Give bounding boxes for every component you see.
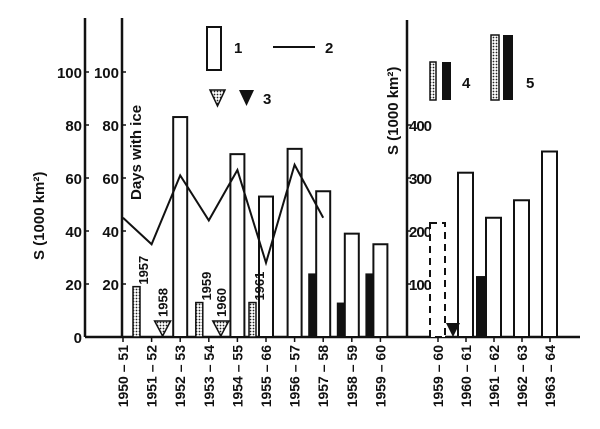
legend-label-1: 1 [234,40,242,57]
black-triangle-icon [446,323,460,337]
days-tick-label: 60 [102,171,119,188]
legend: 1 2 3 4 5 [206,26,534,108]
open-bar [229,153,246,338]
right-x-tick-label: 1960 – 61 [458,345,474,407]
triangle-year-label: 1960 [214,288,229,317]
legend-open-bar [206,26,222,71]
right-x-tick-label: 1962 – 63 [514,345,530,407]
x-tick-label: 1950 – 51 [115,345,131,407]
open-bar [315,190,332,338]
open-bar [457,171,474,338]
legend-label-4: 4 [462,75,471,92]
legend-label-3: 3 [263,91,271,108]
open-bar [258,195,274,338]
black-bar [476,276,485,337]
open-bar [513,199,530,338]
right-y-tick-label: 100 [409,277,432,294]
dotted-bar [132,285,141,338]
x-tick-label: 1958 – 59 [344,345,360,407]
dashed-bar [429,222,446,338]
triangle-year-label: 1958 [156,288,171,317]
hatched-triangle-icon [153,320,172,338]
legend-black-triangle-icon [239,90,254,106]
legend-label-5: 5 [526,75,534,92]
dotted-bar [195,301,204,338]
right-x-tick-label: 1961 – 62 [486,345,502,407]
black-bar [365,273,374,337]
days-with-ice-line [122,162,325,267]
x-tick-label: 1954 – 55 [229,345,245,407]
right-x-tick-label: 1963 – 64 [542,345,558,407]
days-tick-label: 40 [102,224,119,241]
x-tick-label: 1956 – 57 [287,345,303,407]
y-tick-label: 40 [65,224,82,241]
black-bar [336,302,345,337]
days-tick-label: 80 [102,118,119,135]
dotted-bar [248,301,257,338]
y-tick-label: 0 [74,330,82,347]
x-tick-label: 1953 – 54 [201,345,217,407]
y-tick-label: 100 [57,65,82,82]
x-tick-label: 1955 – 66 [258,345,274,407]
dotted-bar-year-label: 1961 [252,272,267,301]
y-axis-title: S (1000 km²) [31,172,48,260]
x-tick-label: 1951 – 52 [144,345,160,407]
right-x-tick-label: 1959 – 60 [430,345,446,407]
days-tick-label: 20 [102,277,119,294]
dotted-bar-year-label: 1957 [136,256,151,285]
days-tick-label: 100 [94,65,119,82]
days-axis-title: Days with ice [128,105,145,200]
legend-dotted-bar-tall [490,34,500,101]
x-tick-label: 1959 – 60 [372,345,388,407]
right-y-tick-label: 200 [409,224,432,241]
hatched-triangle-icon [211,320,231,338]
dotted-bar-year-label: 1959 [199,272,214,301]
x-tick-label: 1952 – 53 [172,345,188,407]
black-bar [308,273,317,337]
open-bar [286,147,303,338]
y-tick-label: 80 [65,118,82,135]
right-y-axis-title: S (1000 km²) [385,67,402,155]
legend-dotted-bar [429,61,437,101]
legend-black-bar-tall [503,35,513,100]
right-y-tick-label: 300 [409,171,432,188]
x-tick-label: 1957 – 58 [315,345,331,407]
y-tick-label: 20 [65,277,82,294]
y-tick-label: 60 [65,171,82,188]
legend-black-bar [442,62,451,100]
open-bar [485,216,502,338]
legend-hatched-triangle-icon [208,89,227,108]
legend-label-2: 2 [325,40,333,57]
open-bar [343,232,360,338]
open-bar [541,150,558,338]
open-bar [372,243,389,338]
open-bar [172,116,189,338]
right-y-tick-label: 400 [409,118,432,135]
